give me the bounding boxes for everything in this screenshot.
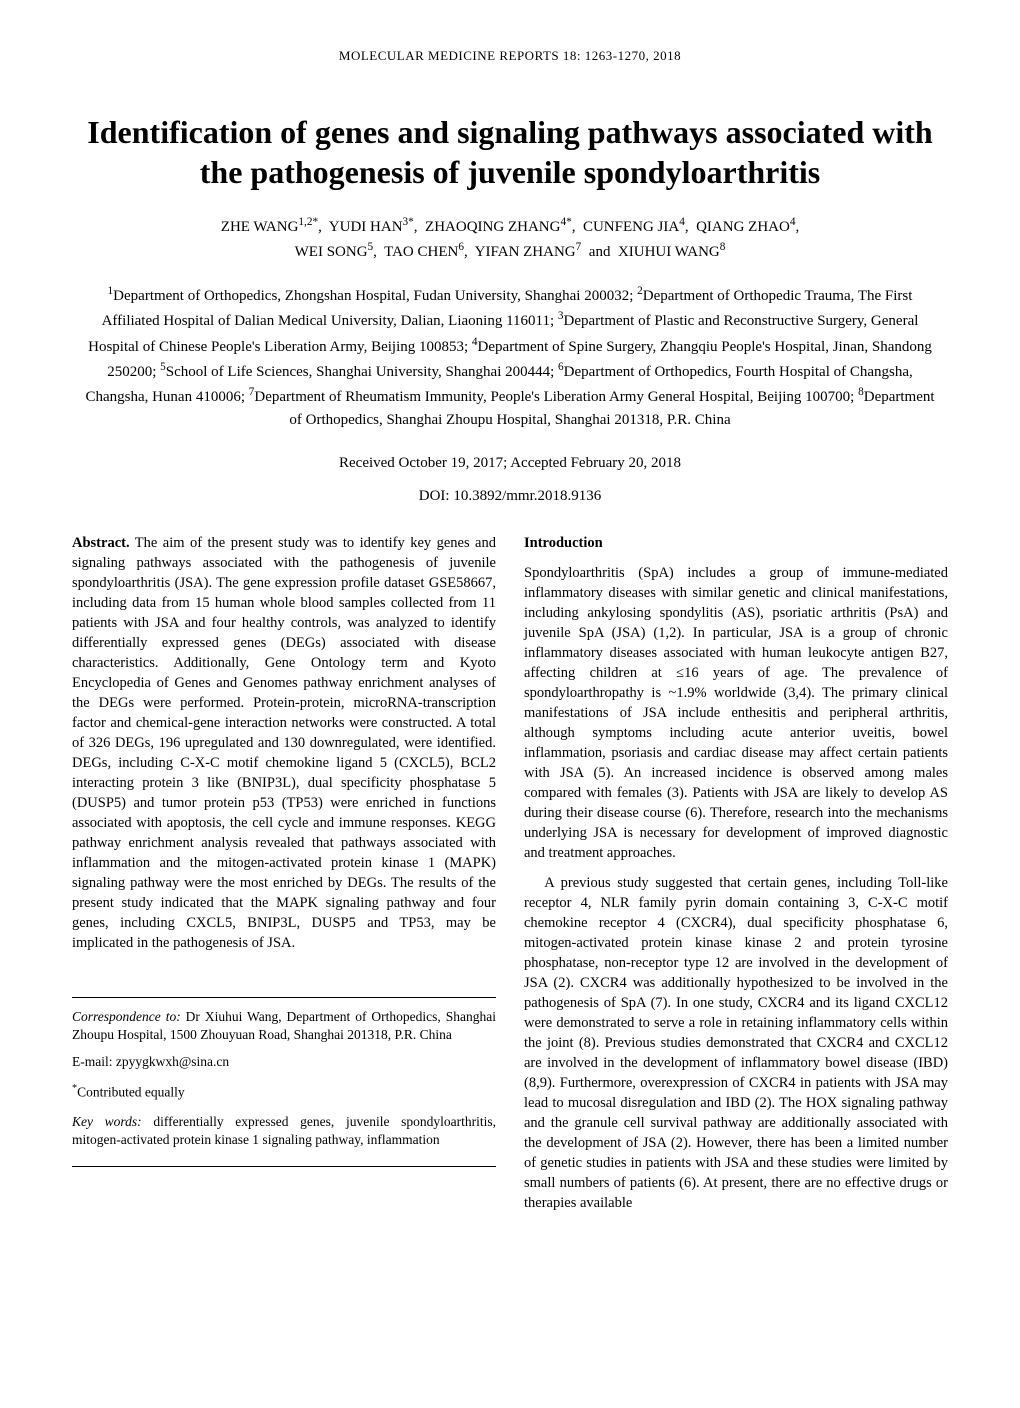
divider <box>72 997 496 998</box>
divider <box>72 1166 496 1167</box>
abstract-label: Abstract. <box>72 535 130 551</box>
running-head: MOLECULAR MEDICINE REPORTS 18: 1263-1270… <box>72 48 948 64</box>
email-label: E-mail: <box>72 1054 116 1069</box>
abstract-paragraph: Abstract. The aim of the present study w… <box>72 533 496 953</box>
abstract-text: The aim of the present study was to iden… <box>72 535 496 951</box>
doi: DOI: 10.3892/mmr.2018.9136 <box>72 488 948 505</box>
introduction-heading: Introduction <box>524 533 948 553</box>
introduction-para-2: A previous study suggested that certain … <box>524 873 948 1213</box>
correspondence-email: E-mail: zpyygkwxh@sina.cn <box>72 1053 496 1072</box>
keywords-label: Key words: <box>72 1114 142 1129</box>
correspondence-block: Correspondence to: Dr Xiuhui Wang, Depar… <box>72 997 496 1168</box>
contributed-equally: *Contributed equally <box>72 1082 496 1102</box>
contributed-text: Contributed equally <box>77 1085 185 1100</box>
received-accepted-dates: Received October 19, 2017; Accepted Febr… <box>72 455 948 472</box>
introduction-para-1: Spondyloarthritis (SpA) includes a group… <box>524 563 948 863</box>
author-list: ZHE WANG1,2*, YUDI HAN3*, ZHAOQING ZHANG… <box>72 214 948 263</box>
correspondence: Correspondence to: Dr Xiuhui Wang, Depar… <box>72 1008 496 1046</box>
body-columns: Abstract. The aim of the present study w… <box>72 533 948 1223</box>
email-value: zpyygkwxh@sina.cn <box>116 1054 229 1069</box>
introduction-section: Introduction Spondyloarthritis (SpA) inc… <box>524 533 948 1213</box>
correspondence-label: Correspondence to: <box>72 1009 181 1024</box>
keywords: Key words: differentially expressed gene… <box>72 1113 496 1151</box>
article-title: Identification of genes and signaling pa… <box>72 112 948 192</box>
affiliations: 1Department of Orthopedics, Zhongshan Ho… <box>72 283 948 433</box>
